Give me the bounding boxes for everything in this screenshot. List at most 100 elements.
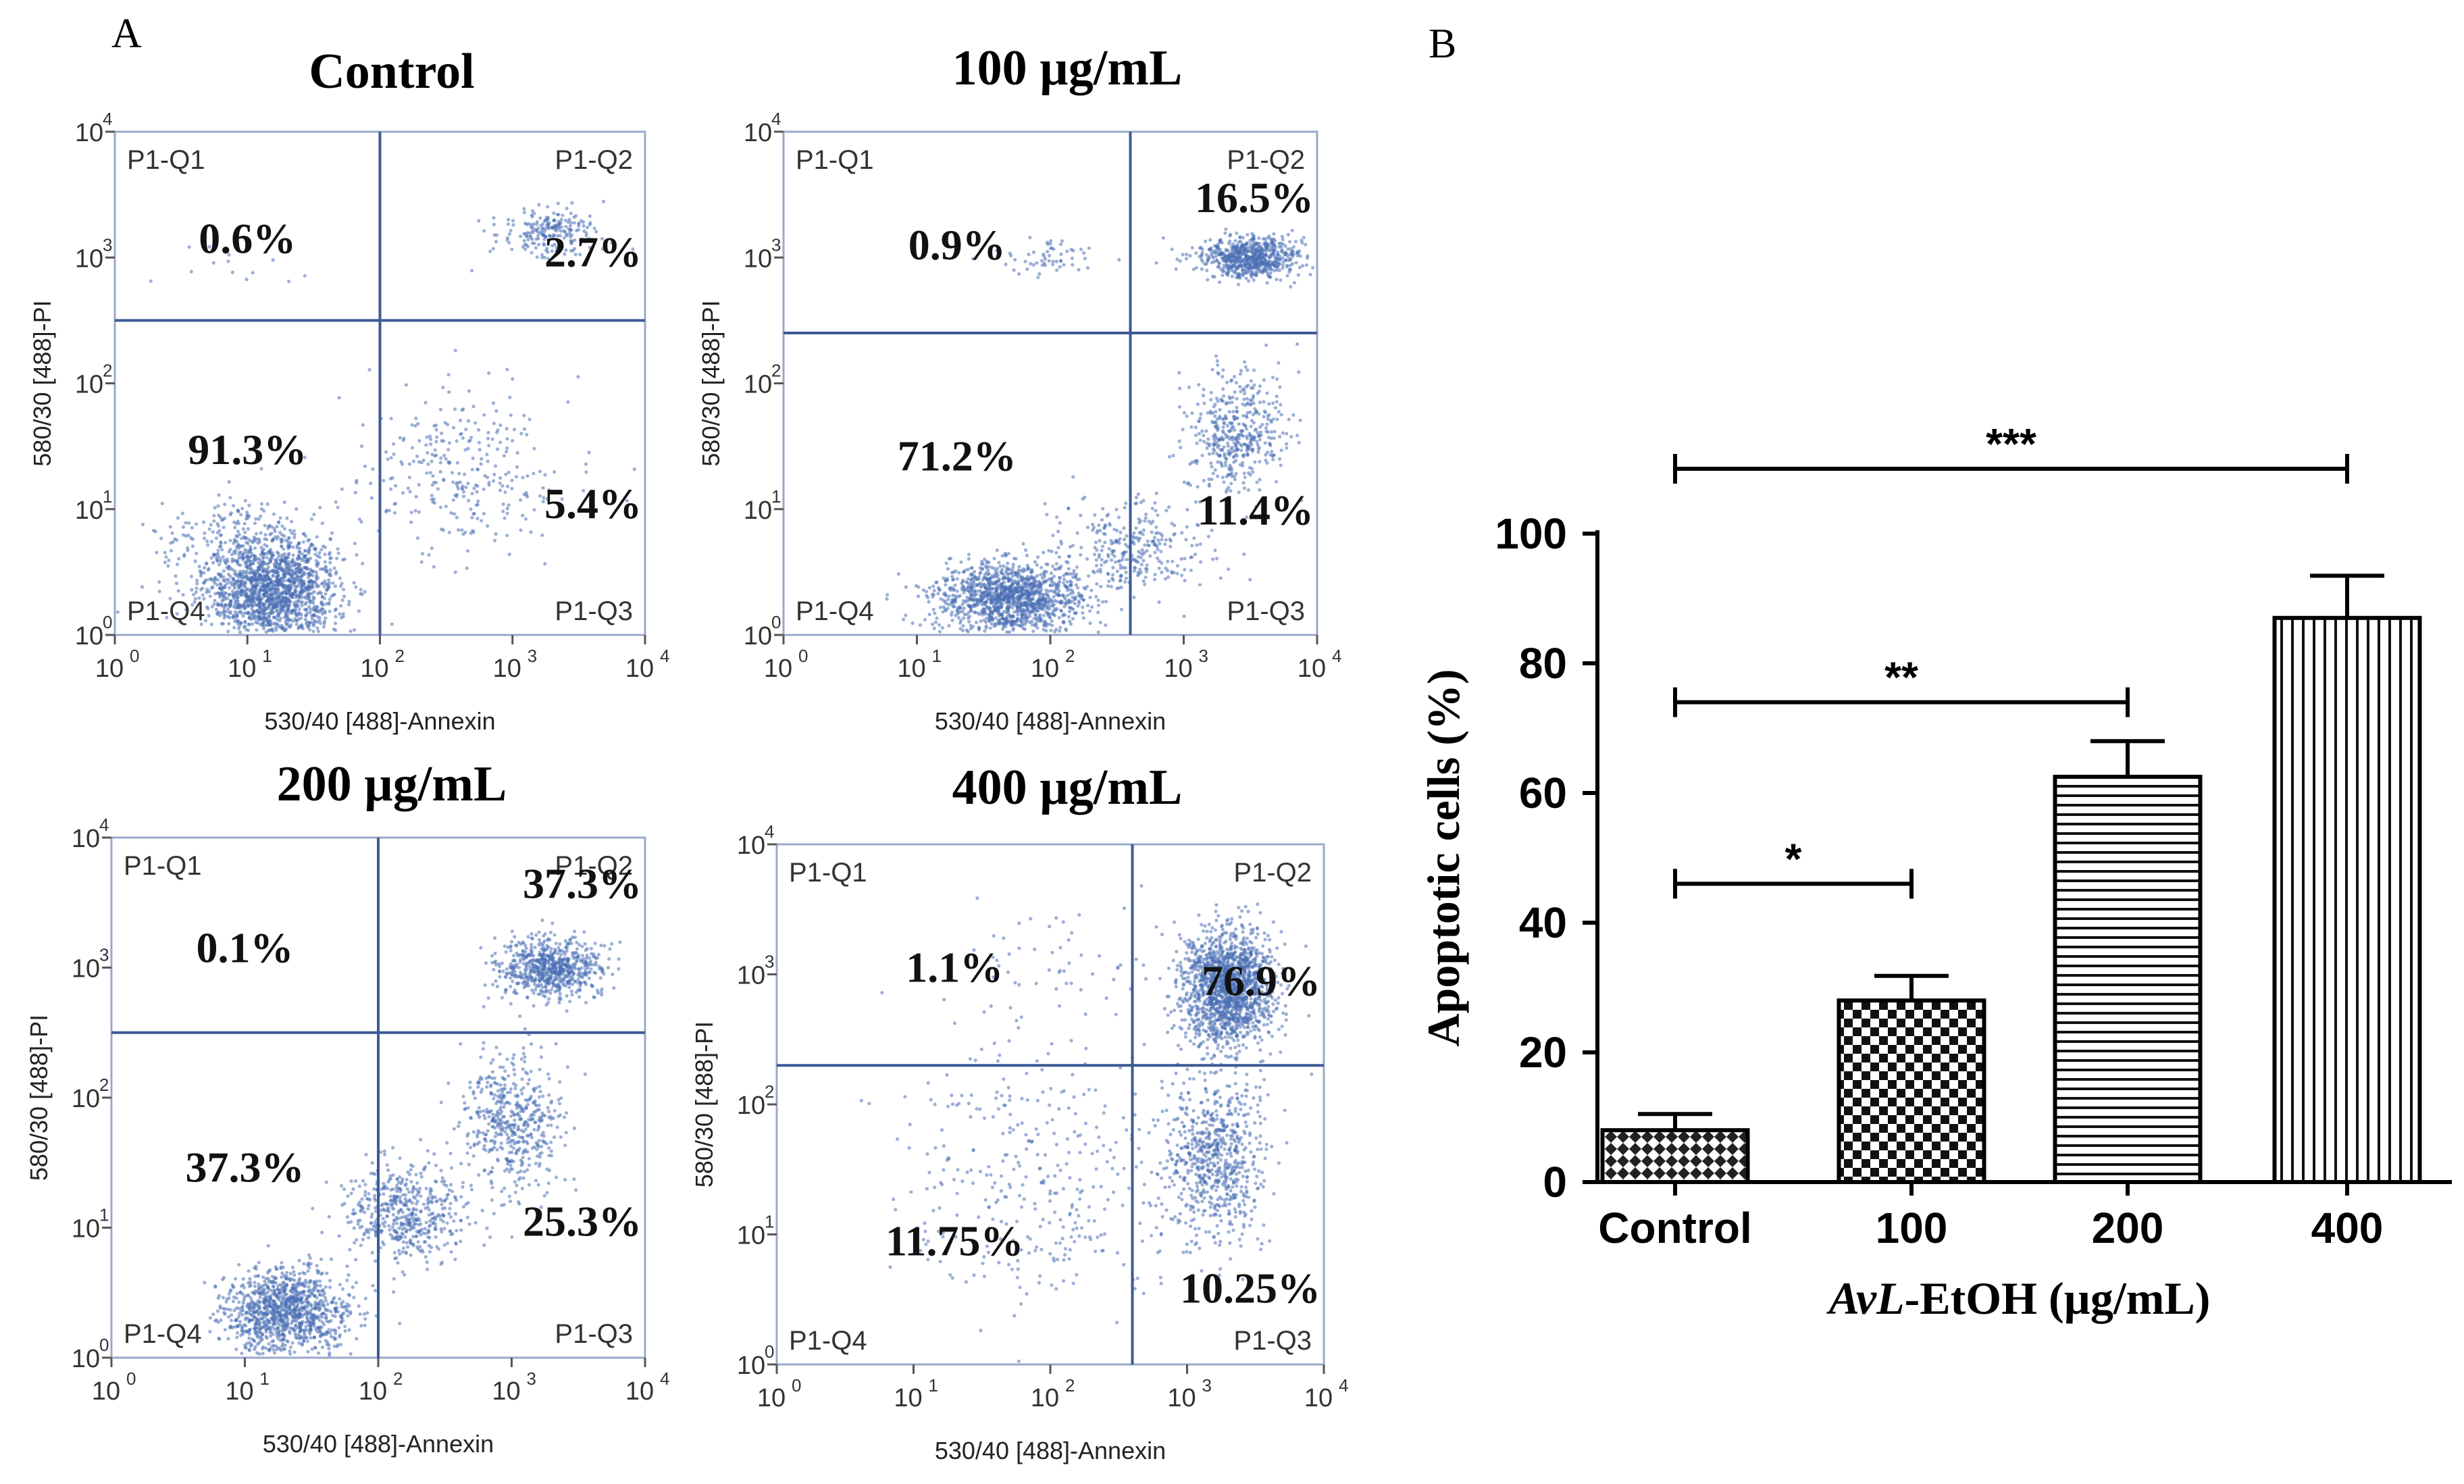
quadrant-label-q3: P1-Q3	[555, 596, 633, 626]
y-axis-label: 580/30 [488]-PI	[697, 300, 725, 466]
x-tick-exponent: 1	[929, 1375, 938, 1396]
percent-q4: 71.2%	[898, 432, 1017, 480]
x-tick-base: 10	[492, 1377, 520, 1406]
percent-q4: 11.75%	[886, 1217, 1023, 1265]
bar-x-axis-label-italic: AvL	[1826, 1273, 1905, 1324]
x-tick-base: 10	[1304, 1384, 1333, 1412]
quadrant-label-q1: P1-Q1	[796, 145, 874, 175]
quadrant-label-q4: P1-Q4	[789, 1326, 867, 1356]
percent-q2: 2.7%	[544, 228, 642, 276]
percent-q3: 5.4%	[544, 480, 642, 528]
x-tick-exponent: 0	[130, 646, 139, 666]
quadrant-label-q1: P1-Q1	[127, 145, 205, 175]
y-tick-label: 0	[1543, 1158, 1567, 1206]
y-tick-base: 10	[737, 962, 765, 990]
x-tick-exponent: 4	[1339, 1375, 1348, 1396]
percent-q1: 0.6%	[199, 215, 296, 263]
plot-title: 200 µg/mL	[277, 757, 507, 812]
y-tick-base: 10	[72, 1085, 100, 1113]
quadrant-label-q4: P1-Q4	[796, 596, 874, 626]
bar-control	[1603, 1130, 1748, 1182]
x-tick-exponent: 3	[527, 1368, 536, 1389]
y-tick-exponent: 1	[103, 486, 112, 507]
y-tick-exponent: 3	[103, 234, 112, 255]
quadrant-label-q3: P1-Q3	[1233, 1326, 1312, 1356]
y-tick-exponent: 1	[99, 1205, 109, 1225]
percent-q2: 16.5%	[1195, 174, 1314, 222]
x-tick-base: 10	[1167, 1384, 1196, 1412]
x-tick-exponent: 0	[798, 646, 808, 666]
significance-label: *	[1785, 834, 1802, 883]
percent-q4: 91.3%	[188, 426, 307, 474]
y-tick-base: 10	[75, 622, 103, 650]
y-tick-base: 10	[75, 119, 103, 147]
y-tick-exponent: 1	[765, 1212, 774, 1232]
x-tick-base: 10	[1164, 655, 1192, 683]
y-axis-label: 580/30 [488]-PI	[25, 1015, 53, 1181]
y-tick-base: 10	[737, 1352, 765, 1380]
y-tick-exponent: 3	[765, 952, 774, 972]
quadrant-label-q4: P1-Q4	[127, 596, 205, 626]
bar-100	[1839, 1000, 1984, 1182]
y-tick-base: 10	[737, 831, 765, 860]
y-axis-label: 580/30 [488]-PI	[690, 1021, 718, 1187]
x-tick-exponent: 3	[1199, 646, 1208, 666]
quadrant-label-q2: P1-Q2	[1233, 858, 1312, 888]
x-tick-exponent: 1	[932, 646, 942, 666]
y-tick-label: 60	[1519, 769, 1567, 817]
y-tick-exponent: 2	[103, 361, 112, 381]
y-tick-base: 10	[72, 825, 100, 853]
x-tick-exponent: 1	[260, 1368, 270, 1389]
panel-b-letter: B	[1429, 21, 1456, 67]
quadrant-label-q1: P1-Q1	[789, 858, 867, 888]
y-tick-base: 10	[72, 955, 100, 983]
percent-q1: 1.1%	[906, 944, 1003, 992]
y-tick-base: 10	[744, 119, 772, 147]
y-tick-exponent: 2	[99, 1075, 109, 1095]
y-tick-label: 80	[1519, 639, 1567, 688]
y-tick-base: 10	[744, 622, 772, 650]
y-tick-exponent: 2	[771, 361, 781, 381]
percent-q4: 37.3%	[186, 1143, 305, 1191]
bar-y-axis-label: Apoptotic cells (%)	[1418, 669, 1469, 1046]
percent-q3: 11.4%	[1198, 486, 1314, 534]
x-tick-base: 10	[359, 1377, 387, 1406]
plot-title: 400 µg/mL	[952, 760, 1183, 815]
y-tick-exponent: 4	[765, 821, 774, 842]
x-tick-exponent: 2	[1065, 646, 1075, 666]
x-tick-base: 10	[493, 655, 521, 683]
quadrant-label-q3: P1-Q3	[1227, 596, 1305, 626]
x-tick-base: 10	[1031, 1384, 1059, 1412]
x-tick-base: 10	[625, 655, 654, 683]
plot-title: Control	[309, 44, 474, 99]
y-tick-base: 10	[72, 1345, 100, 1373]
x-tick-exponent: 0	[126, 1368, 136, 1389]
x-tick-base: 10	[757, 1384, 786, 1412]
significance-label: ***	[1986, 419, 2036, 468]
x-tick-exponent: 2	[393, 1368, 403, 1389]
x-tick-base: 10	[894, 1384, 922, 1412]
y-tick-base: 10	[744, 245, 772, 273]
y-tick-base: 10	[75, 496, 103, 525]
x-axis-label: 530/40 [488]-Annexin	[935, 1437, 1166, 1464]
y-tick-label: 100	[1495, 509, 1567, 558]
y-tick-exponent: 0	[771, 612, 781, 632]
x-tick-label: 400	[2311, 1204, 2384, 1252]
y-tick-exponent: 2	[765, 1081, 774, 1102]
x-tick-base: 10	[228, 655, 256, 683]
y-tick-exponent: 1	[771, 486, 781, 507]
y-tick-base: 10	[744, 371, 772, 399]
x-axis-label: 530/40 [488]-Annexin	[935, 707, 1166, 735]
y-tick-base: 10	[75, 371, 103, 399]
x-tick-base: 10	[1031, 655, 1059, 683]
quadrant-label-q2: P1-Q2	[1227, 145, 1305, 175]
x-tick-exponent: 0	[792, 1375, 801, 1396]
y-axis-label: 580/30 [488]-PI	[28, 300, 56, 466]
quadrant-label-q4: P1-Q4	[124, 1319, 202, 1349]
x-tick-exponent: 2	[395, 646, 405, 666]
y-tick-base: 10	[75, 245, 103, 273]
